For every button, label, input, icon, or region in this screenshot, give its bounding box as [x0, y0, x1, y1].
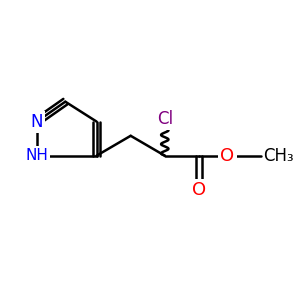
Text: O: O — [220, 147, 234, 165]
Text: N: N — [31, 112, 43, 130]
Text: NH: NH — [26, 148, 48, 163]
Text: CH₃: CH₃ — [263, 147, 293, 165]
Text: O: O — [192, 181, 206, 199]
Text: Cl: Cl — [157, 110, 173, 128]
